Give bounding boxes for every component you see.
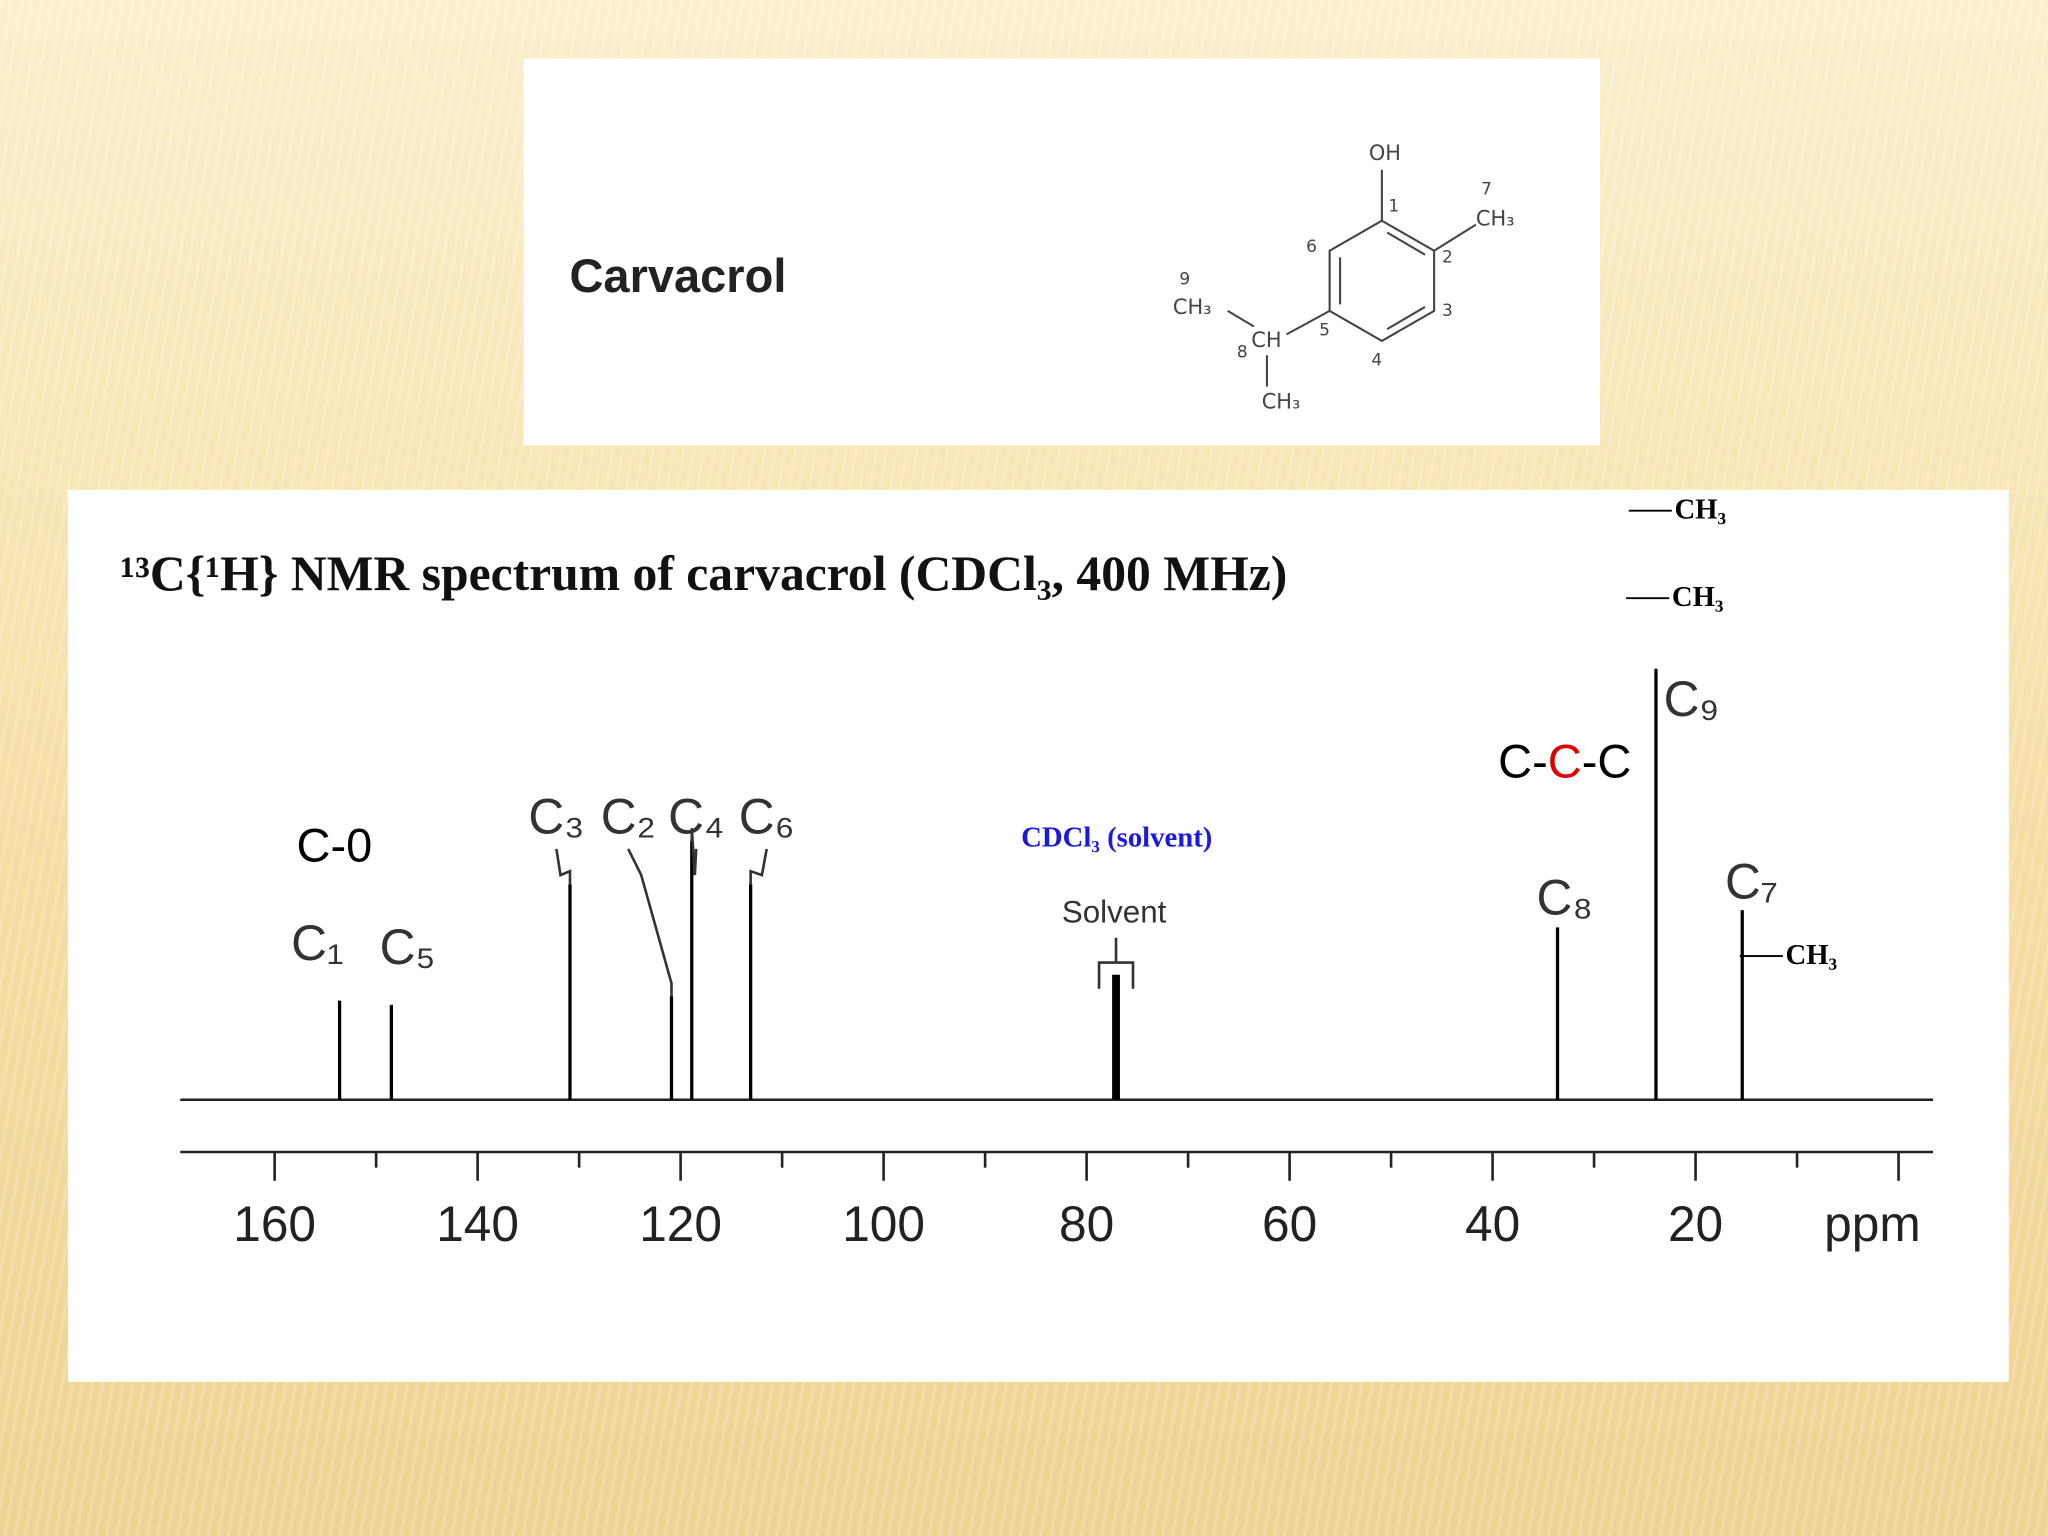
atom-number: 3: [1442, 301, 1453, 321]
leader: [749, 848, 768, 885]
group-label: CH₃: [1785, 939, 1837, 971]
x-tick-label: 100: [842, 1196, 925, 1252]
atom-number: 4: [1371, 350, 1382, 370]
peak-label: C₇: [1725, 854, 1778, 910]
atom-number: 8: [1237, 343, 1248, 363]
annotation-part: C: [1548, 735, 1582, 788]
molecule-name: Carvacrol: [569, 249, 786, 302]
double-bond: [1386, 231, 1426, 256]
atom-label: CH₃: [1173, 295, 1212, 319]
group-label: CH₃: [1674, 494, 1726, 526]
atom-number: 9: [1179, 270, 1190, 290]
annotation-part: -C: [1582, 735, 1632, 788]
x-tick-label: 160: [233, 1196, 316, 1252]
solvent-bracket: [1097, 937, 1135, 989]
x-tick-label: 20: [1668, 1196, 1723, 1252]
peak-label: C₈: [1537, 869, 1593, 925]
molecule-panel: Carvacrol OH 7 CH₃ 1 2 3 4 5 6 9 CH₃ 8 C…: [523, 58, 1600, 446]
peak-label: C₄: [668, 788, 724, 844]
peak-label: C₁: [291, 915, 344, 971]
x-tick-label: 120: [639, 1196, 722, 1252]
atom-number: 6: [1306, 237, 1317, 257]
leader: [627, 848, 673, 997]
chart-panel: [67, 489, 2009, 1382]
peak-label: C₆: [739, 788, 795, 844]
annotation-part: C-: [1498, 735, 1548, 788]
bond: [1286, 309, 1331, 336]
x-tick-label: 40: [1465, 1196, 1520, 1252]
annotation: C-0: [296, 818, 372, 871]
annotation: C-C-C: [1498, 735, 1631, 788]
atom-number: 1: [1388, 196, 1399, 216]
x-tick-label: 80: [1059, 1196, 1114, 1252]
x-tick-label: 60: [1262, 1196, 1317, 1252]
leader: [690, 827, 698, 876]
atom-label: CH₃: [1476, 206, 1515, 230]
bonds: [1227, 169, 1477, 387]
group-label: CH₃: [1672, 581, 1724, 613]
peak-label: C₂: [601, 788, 656, 844]
ch3-labels: CH₃ CH₃ CH₃: [1626, 494, 1837, 971]
leader: [555, 848, 572, 885]
bond: [1227, 309, 1255, 328]
double-bond: [1386, 306, 1426, 331]
peak-label: C₉: [1664, 671, 1720, 727]
peak-label: C₅: [380, 919, 436, 975]
solvent-label: Solvent: [1062, 895, 1167, 930]
atom-number: 2: [1442, 247, 1453, 267]
peak-label: C₃: [528, 788, 584, 844]
solvent-annotation: CDCl₃ (solvent): [1021, 821, 1212, 853]
atom-number: 5: [1319, 320, 1330, 340]
atom-label: OH: [1369, 141, 1401, 165]
atom-label: CH₃: [1262, 389, 1301, 413]
bond: [1433, 223, 1477, 252]
x-tick-label: 140: [436, 1196, 519, 1252]
x-tick-label: ppm: [1824, 1196, 1921, 1252]
chart-title: ¹³C{¹H} NMR spectrum of carvacrol (CDCl₃…: [120, 546, 1287, 601]
atom-number: 7: [1481, 179, 1492, 199]
atom-label: CH: [1251, 328, 1281, 352]
